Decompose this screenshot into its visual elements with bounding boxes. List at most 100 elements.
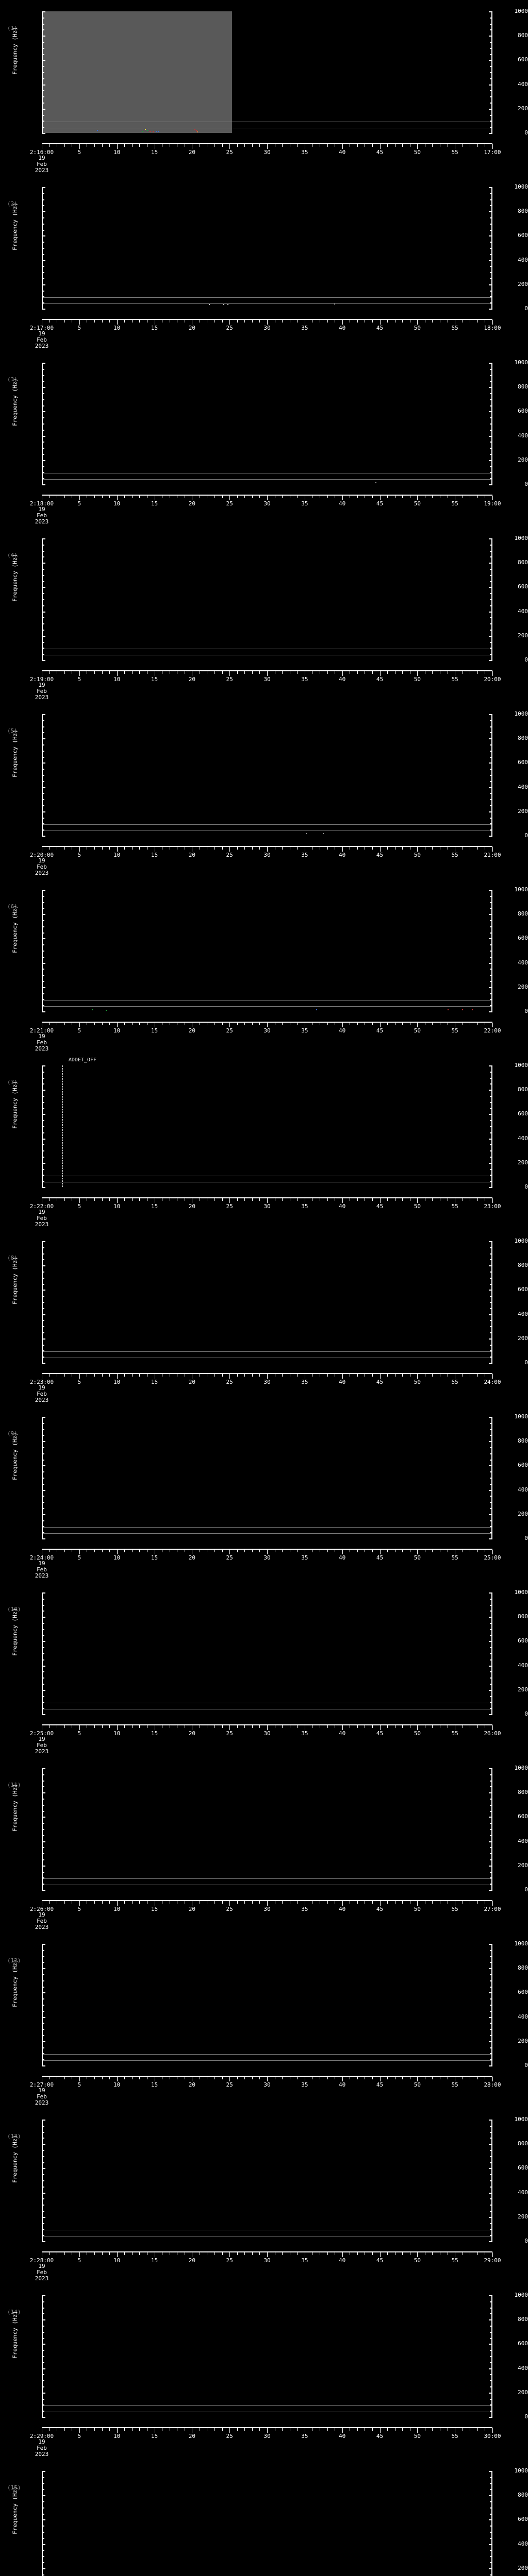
x-axis bbox=[42, 319, 493, 325]
y-tick-right bbox=[490, 817, 492, 819]
x-tick bbox=[387, 496, 388, 498]
x-tick bbox=[432, 144, 433, 147]
x-tick bbox=[214, 2428, 216, 2431]
y-tick-right bbox=[490, 1277, 492, 1279]
x-axis-date-stack: 19 Feb 2023 bbox=[11, 1736, 73, 1755]
y-tick-label: 600 bbox=[518, 759, 528, 766]
y-tick bbox=[42, 1277, 44, 1279]
y-tick-right bbox=[490, 932, 492, 934]
x-tick bbox=[477, 144, 478, 147]
x-tick-label-start: 2:28:00 bbox=[29, 2257, 54, 2264]
y-tick-right bbox=[490, 951, 492, 952]
annotation-dashed-line bbox=[62, 1065, 63, 1187]
x-tick bbox=[380, 2428, 381, 2433]
y-tick-right bbox=[490, 920, 492, 921]
y-tick-label: 600 bbox=[518, 1110, 528, 1117]
y-tick-right bbox=[489, 1817, 492, 1818]
y-tick-right bbox=[490, 1950, 492, 1951]
x-tick-label: 35 bbox=[301, 676, 308, 683]
x-tick bbox=[117, 144, 118, 149]
x-tick bbox=[380, 1725, 381, 1730]
data-coverage-band bbox=[43, 11, 233, 133]
x-tick bbox=[237, 1550, 238, 1552]
y-tick-right bbox=[489, 2120, 492, 2121]
y-tick bbox=[42, 926, 44, 927]
y-tick-right bbox=[490, 926, 492, 927]
y-tick bbox=[42, 29, 44, 31]
y-tick-right bbox=[490, 1478, 492, 1479]
y-tick-label: 1000 bbox=[514, 1413, 528, 1420]
y-tick bbox=[42, 133, 45, 134]
x-tick-label: 10 bbox=[113, 149, 121, 156]
x-tick bbox=[402, 671, 403, 674]
y-tick-right bbox=[490, 981, 492, 982]
y-tick-right bbox=[490, 1422, 492, 1424]
y-axis-label: Frequency (Hz) bbox=[11, 27, 19, 75]
y-axis-label: Frequency (Hz) bbox=[11, 1608, 19, 1656]
x-tick bbox=[214, 1901, 216, 1904]
x-tick bbox=[387, 2252, 388, 2255]
y-tick-label: 600 bbox=[518, 232, 528, 239]
y-tick-label: 200 bbox=[518, 1861, 528, 1869]
x-tick bbox=[477, 1023, 478, 1025]
x-tick-label: 25 bbox=[226, 1203, 233, 1210]
x-tick bbox=[342, 320, 343, 325]
y-tick bbox=[42, 309, 45, 310]
y-tick-right bbox=[490, 1635, 492, 1636]
x-tick-label: 40 bbox=[339, 1027, 346, 1034]
panel-index-label: (5) bbox=[7, 727, 18, 734]
x-tick bbox=[402, 2252, 403, 2255]
x-tick-label: 50 bbox=[414, 1027, 421, 1034]
x-tick bbox=[432, 496, 433, 498]
y-tick bbox=[42, 2477, 44, 2478]
x-tick bbox=[477, 1550, 478, 1552]
x-tick-label-end: 30:00 bbox=[484, 2433, 501, 2439]
x-tick bbox=[417, 2428, 418, 2433]
y-axis-label: Frequency (Hz) bbox=[11, 2486, 19, 2534]
x-tick bbox=[237, 2428, 238, 2431]
y-tick-right bbox=[490, 1847, 492, 1849]
x-tick-label: 5 bbox=[77, 325, 81, 331]
x-tick bbox=[492, 144, 493, 149]
x-tick bbox=[387, 320, 388, 323]
x-tick-label: 10 bbox=[113, 1203, 121, 1210]
x-axis bbox=[42, 1900, 493, 1906]
y-tick bbox=[42, 732, 44, 734]
y-tick bbox=[42, 1132, 44, 1133]
y-tick-right bbox=[490, 54, 492, 55]
x-tick-label-end: 20:00 bbox=[484, 676, 501, 683]
y-tick-label: 200 bbox=[518, 2564, 528, 2571]
x-tick-label: 5 bbox=[77, 852, 81, 858]
x-tick bbox=[102, 320, 103, 323]
y-tick-right bbox=[490, 569, 492, 570]
x-tick bbox=[342, 1550, 343, 1554]
y-tick-label: 600 bbox=[518, 1462, 528, 1469]
x-tick bbox=[327, 1550, 328, 1552]
plot-area bbox=[42, 363, 492, 484]
y-tick-right bbox=[490, 2023, 492, 2024]
date-line: 19 bbox=[38, 2438, 45, 2445]
x-tick bbox=[109, 847, 110, 850]
x-tick-label: 45 bbox=[376, 852, 384, 858]
x-axis bbox=[42, 1373, 493, 1379]
y-tick-right bbox=[489, 2544, 492, 2545]
y-tick bbox=[42, 1871, 44, 1873]
x-tick bbox=[244, 2428, 245, 2431]
date-line: 2023 bbox=[35, 2099, 49, 2106]
y-tick-right bbox=[490, 1508, 492, 1509]
y-tick bbox=[42, 375, 44, 376]
x-tick bbox=[342, 1725, 343, 1730]
y-tick-right bbox=[489, 36, 492, 37]
y-tick-right bbox=[489, 2417, 492, 2418]
y-tick bbox=[42, 2483, 44, 2484]
detection-mark bbox=[106, 1009, 107, 1011]
y-tick bbox=[42, 1417, 45, 1418]
y-tick-label: 1000 bbox=[514, 2292, 528, 2298]
y-tick-label: 1000 bbox=[514, 710, 528, 717]
x-tick bbox=[297, 1374, 298, 1377]
y-tick-label: 0 bbox=[524, 129, 528, 136]
y-tick-right bbox=[490, 1998, 492, 2000]
y-tick-right bbox=[490, 2556, 492, 2557]
x-tick-label: 50 bbox=[414, 500, 421, 507]
y-tick bbox=[42, 1326, 44, 1328]
